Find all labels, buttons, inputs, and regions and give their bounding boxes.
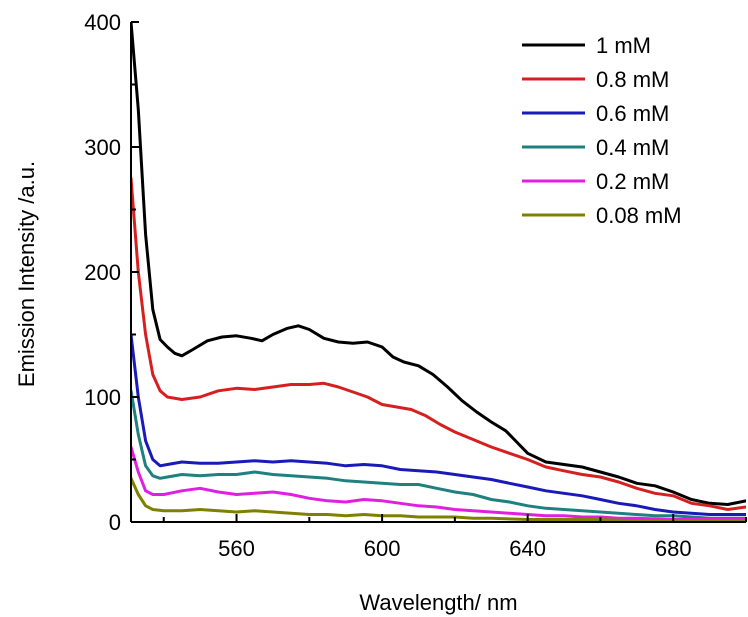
y-tick-label: 200 xyxy=(84,260,121,285)
series-line-3 xyxy=(131,389,746,520)
series-layer xyxy=(131,22,746,522)
series-line-4 xyxy=(131,445,746,521)
legend-label-0: 1 mM xyxy=(596,33,651,58)
x-tick-label: 600 xyxy=(364,536,401,561)
legend-label-5: 0.08 mM xyxy=(596,203,682,228)
x-tick-label: 640 xyxy=(509,536,546,561)
series-line-2 xyxy=(131,333,746,516)
y-tick-label: 400 xyxy=(84,10,121,35)
series-line-1 xyxy=(131,176,746,511)
x-axis-title: Wavelength/ nm xyxy=(359,590,517,615)
x-tick-label: 680 xyxy=(655,536,692,561)
series-line-5 xyxy=(131,476,746,522)
legend-label-4: 0.2 mM xyxy=(596,169,669,194)
axes-layer: 0 100 200 300 400 560 600 640 680 xyxy=(84,10,747,561)
x-tick-label: 560 xyxy=(218,536,255,561)
legend-label-2: 0.6 mM xyxy=(596,101,669,126)
legend: 1 mM 0.8 mM 0.6 mM 0.4 mM 0.2 mM 0.08 mM xyxy=(522,33,682,228)
series-line-0 xyxy=(131,22,746,506)
y-tick-label: 300 xyxy=(84,135,121,160)
y-tick-label: 100 xyxy=(84,385,121,410)
legend-label-3: 0.4 mM xyxy=(596,135,669,160)
y-tick-label: 0 xyxy=(109,510,121,535)
y-axis-title: Emission Intensity /a.u. xyxy=(14,161,39,387)
legend-label-1: 0.8 mM xyxy=(596,67,669,92)
